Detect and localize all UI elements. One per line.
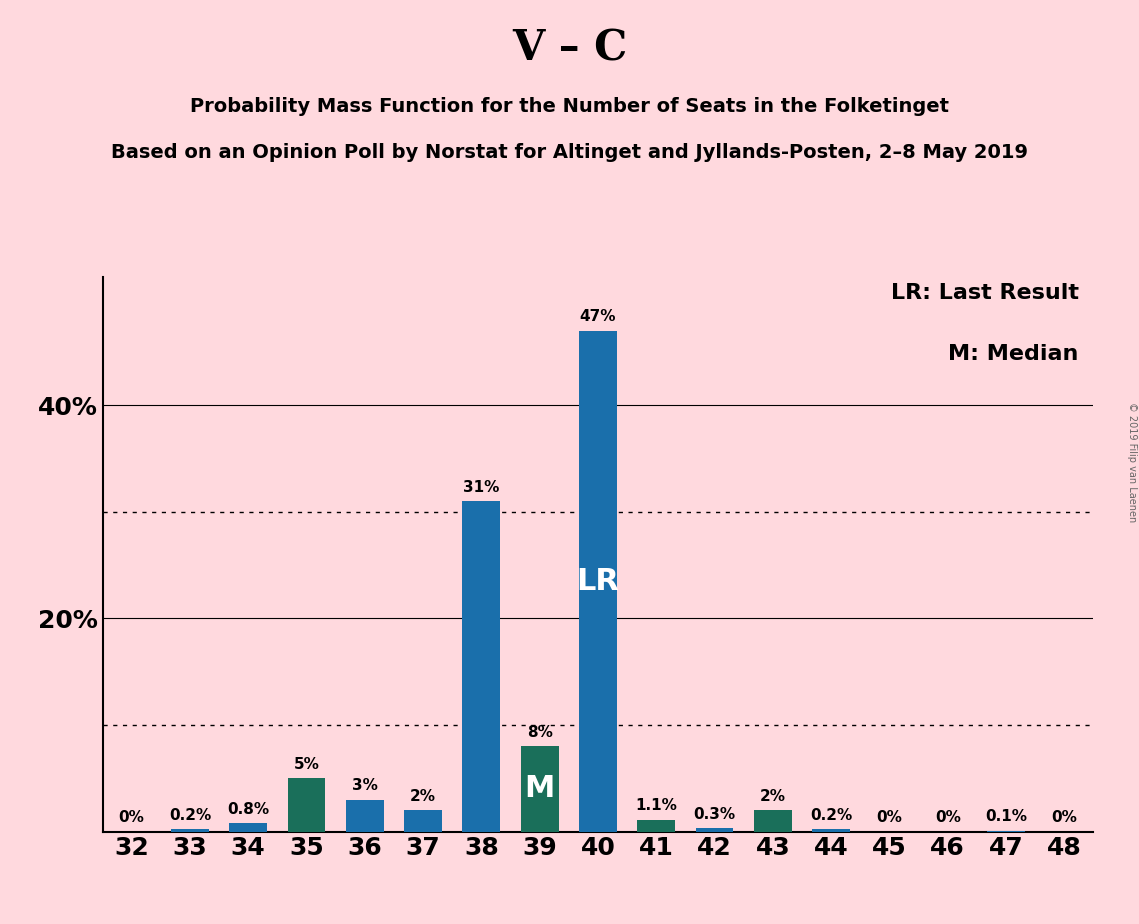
Text: 0.1%: 0.1% <box>985 809 1027 824</box>
Bar <box>521 747 558 832</box>
Text: 3%: 3% <box>352 778 378 793</box>
Text: 47%: 47% <box>580 310 616 324</box>
Text: 5%: 5% <box>294 757 319 772</box>
Bar <box>988 831 1025 832</box>
Bar <box>579 331 617 832</box>
Text: 0.2%: 0.2% <box>169 808 211 823</box>
Text: LR: LR <box>576 566 620 596</box>
Text: Based on an Opinion Poll by Norstat for Altinget and Jyllands-Posten, 2–8 May 20: Based on an Opinion Poll by Norstat for … <box>110 143 1029 163</box>
Text: 0%: 0% <box>877 810 902 825</box>
Bar <box>812 830 850 832</box>
Bar <box>638 820 675 832</box>
Text: 8%: 8% <box>526 725 552 740</box>
Text: 0.3%: 0.3% <box>694 807 736 822</box>
Bar <box>171 830 208 832</box>
Text: 0.2%: 0.2% <box>810 808 852 823</box>
Text: 1.1%: 1.1% <box>636 798 678 813</box>
Bar <box>696 829 734 832</box>
Text: © 2019 Filip van Laenen: © 2019 Filip van Laenen <box>1126 402 1137 522</box>
Text: 2%: 2% <box>410 789 436 804</box>
Text: 0%: 0% <box>1051 810 1077 825</box>
Bar <box>229 823 268 832</box>
Text: Probability Mass Function for the Number of Seats in the Folketinget: Probability Mass Function for the Number… <box>190 97 949 116</box>
Bar <box>462 501 500 832</box>
Text: 0%: 0% <box>118 810 145 825</box>
Text: 2%: 2% <box>760 789 786 804</box>
Bar <box>346 799 384 832</box>
Bar <box>754 810 792 832</box>
Text: 0.8%: 0.8% <box>227 802 269 817</box>
Text: 31%: 31% <box>464 480 500 494</box>
Bar <box>404 810 442 832</box>
Text: M: M <box>524 774 555 804</box>
Text: V – C: V – C <box>511 28 628 69</box>
Text: M: Median: M: Median <box>948 344 1079 364</box>
Text: 0%: 0% <box>935 810 960 825</box>
Text: LR: Last Result: LR: Last Result <box>891 283 1079 303</box>
Bar <box>287 778 326 832</box>
